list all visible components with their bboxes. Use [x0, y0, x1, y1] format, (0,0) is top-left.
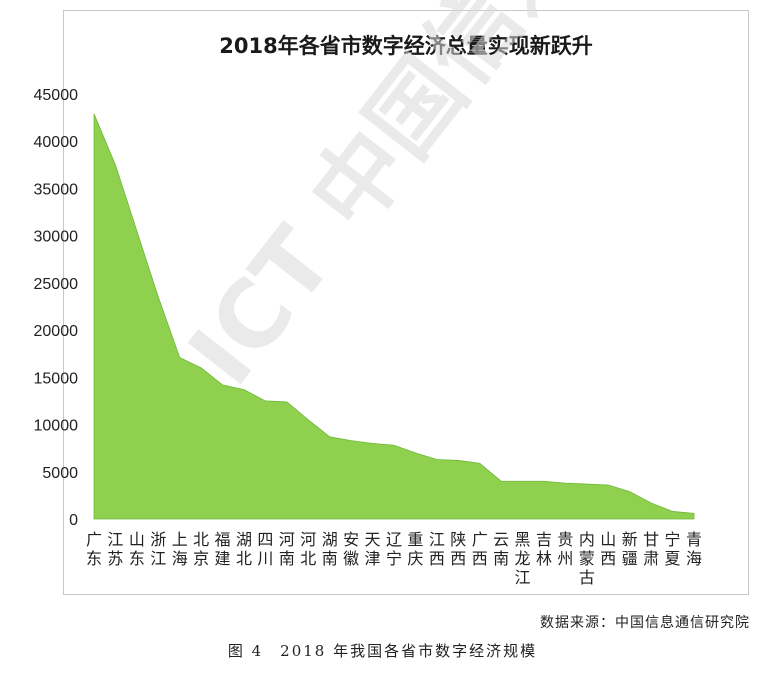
y-tick-label: 30000 [34, 229, 79, 246]
x-tick-label: 陕西 [450, 530, 466, 568]
chart-title: 2018年各省市数字经济总量实现新跃升 [219, 34, 593, 58]
x-tick-label: 甘肃 [643, 530, 659, 568]
x-tick-label: 湖北 [236, 530, 252, 568]
data-point [457, 459, 459, 461]
x-tick-label: 山东 [129, 530, 145, 568]
x-tick-label: 吉林 [536, 530, 552, 568]
chart-plot: CAICT 中国信通院 0500010000150002000025000300… [34, 0, 703, 587]
x-tick-label: 浙江 [150, 530, 166, 568]
x-tick-label: 新疆 [622, 530, 638, 568]
x-tick-label: 辽宁 [386, 530, 402, 568]
x-tick-label: 河北 [300, 530, 316, 568]
y-tick-label: 10000 [34, 418, 79, 435]
x-tick-label: 广东 [86, 530, 102, 568]
data-point [350, 440, 352, 442]
data-point [222, 384, 224, 386]
figure-caption: 图 4 2018 年我国各省市数字经济规模 [227, 642, 538, 660]
y-tick-label: 0 [69, 512, 78, 529]
data-point [543, 480, 545, 482]
x-tick-label: 云南 [493, 530, 509, 568]
x-tick-label: 北京 [193, 530, 209, 568]
data-point [179, 357, 181, 359]
data-point [436, 459, 438, 461]
y-tick-label: 20000 [34, 323, 79, 340]
x-tick-label: 青海 [686, 530, 702, 568]
x-tick-label: 宁夏 [665, 530, 681, 568]
x-tick-label: 湖南 [322, 530, 338, 568]
y-tick-label: 45000 [34, 87, 79, 104]
data-point [329, 436, 331, 438]
data-point [136, 230, 138, 232]
data-point [286, 401, 288, 403]
data-point [693, 512, 695, 514]
source-note: 数据来源：中国信息通信研究院 [540, 615, 750, 631]
x-tick-label: 内蒙古 [579, 530, 595, 587]
data-point [607, 484, 609, 486]
y-tick-label: 25000 [34, 276, 79, 293]
data-point [157, 296, 159, 298]
x-tick-label: 贵州 [557, 530, 573, 568]
y-tick-label: 35000 [34, 181, 79, 198]
data-point [522, 480, 524, 482]
x-tick-label: 上海 [172, 530, 188, 568]
data-point [479, 462, 481, 464]
data-point [629, 491, 631, 493]
data-point [93, 113, 95, 115]
x-tick-label: 天津 [365, 530, 381, 568]
x-tick-label: 江苏 [107, 530, 123, 568]
data-point [264, 400, 266, 402]
data-point [564, 482, 566, 484]
data-point [114, 164, 116, 166]
data-point [393, 444, 395, 446]
data-point [200, 367, 202, 369]
x-tick-label: 安徽 [343, 530, 359, 568]
x-tick-label: 河南 [279, 530, 295, 568]
x-tick-label: 广西 [472, 530, 488, 568]
data-point [307, 419, 309, 421]
data-point [650, 502, 652, 504]
x-tick-label: 山西 [600, 530, 616, 568]
y-tick-label: 15000 [34, 370, 79, 387]
y-tick-label: 40000 [34, 134, 79, 151]
area-series [93, 113, 695, 520]
y-tick-label: 5000 [42, 465, 78, 482]
x-tick-label: 黑龙江 [515, 530, 531, 587]
data-point [243, 389, 245, 391]
data-point [414, 452, 416, 454]
x-tick-label: 四川 [257, 530, 273, 568]
data-point [672, 510, 674, 512]
data-point [500, 480, 502, 482]
x-tick-label: 福建 [215, 530, 231, 568]
data-point [372, 442, 374, 444]
x-tick-label: 江西 [429, 530, 445, 568]
data-point [586, 483, 588, 485]
x-tick-label: 重庆 [407, 530, 423, 568]
